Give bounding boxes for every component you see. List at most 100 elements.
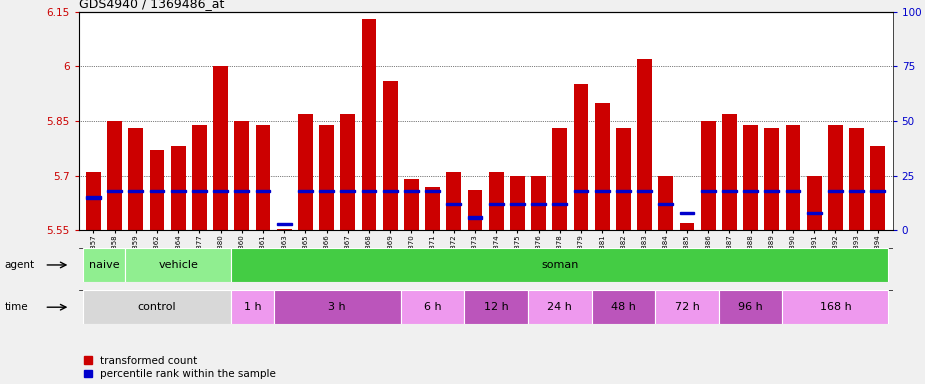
Bar <box>192 125 207 230</box>
Bar <box>426 190 440 192</box>
Bar <box>277 222 291 225</box>
Bar <box>659 176 673 230</box>
Bar <box>231 248 888 282</box>
Bar <box>488 203 503 205</box>
Bar <box>129 190 143 192</box>
Bar <box>574 190 588 192</box>
Bar <box>849 128 864 230</box>
Bar <box>319 125 334 230</box>
Text: 1 h: 1 h <box>243 302 261 312</box>
Bar <box>722 190 737 192</box>
Bar <box>595 103 610 230</box>
Bar <box>592 290 655 324</box>
Bar <box>468 216 483 218</box>
Bar <box>828 125 843 230</box>
Bar <box>655 290 719 324</box>
Bar <box>255 190 270 192</box>
Text: time: time <box>5 302 29 312</box>
Bar <box>214 190 228 192</box>
Bar <box>849 190 864 192</box>
Bar <box>468 190 483 230</box>
Text: GDS4940 / 1369486_at: GDS4940 / 1369486_at <box>79 0 224 10</box>
Text: 168 h: 168 h <box>820 302 851 312</box>
Bar <box>870 147 885 230</box>
Bar <box>828 190 843 192</box>
Bar <box>616 190 631 192</box>
Text: naive: naive <box>89 260 119 270</box>
Text: 6 h: 6 h <box>424 302 441 312</box>
Bar <box>362 19 376 230</box>
Text: 96 h: 96 h <box>738 302 763 312</box>
Text: control: control <box>138 302 177 312</box>
Bar <box>870 190 885 192</box>
Bar <box>637 190 652 192</box>
Bar <box>404 179 419 230</box>
Bar <box>510 203 524 205</box>
Bar <box>447 172 462 230</box>
Text: 72 h: 72 h <box>674 302 699 312</box>
Bar <box>150 190 165 192</box>
Bar <box>319 190 334 192</box>
Bar <box>574 84 588 230</box>
Bar <box>528 290 592 324</box>
Bar <box>743 190 758 192</box>
Bar <box>719 290 783 324</box>
Bar <box>401 290 464 324</box>
Bar <box>488 172 503 230</box>
Bar <box>464 290 528 324</box>
Bar <box>680 212 695 214</box>
Bar <box>171 147 186 230</box>
Bar <box>637 59 652 230</box>
Bar <box>171 190 186 192</box>
Bar <box>743 125 758 230</box>
Bar <box>510 176 524 230</box>
Bar <box>255 125 270 230</box>
Bar <box>298 114 313 230</box>
Bar <box>785 125 800 230</box>
Text: 12 h: 12 h <box>484 302 509 312</box>
Bar <box>383 190 398 192</box>
Bar <box>86 172 101 230</box>
Bar <box>404 190 419 192</box>
Bar <box>129 128 143 230</box>
Bar <box>680 223 695 230</box>
Bar <box>701 190 716 192</box>
Bar <box>383 81 398 230</box>
Bar <box>83 248 125 282</box>
Bar <box>426 187 440 230</box>
Legend: transformed count, percentile rank within the sample: transformed count, percentile rank withi… <box>84 356 277 379</box>
Text: soman: soman <box>541 260 578 270</box>
Bar <box>552 128 567 230</box>
Bar <box>298 190 313 192</box>
Text: vehicle: vehicle <box>158 260 198 270</box>
Bar <box>447 203 462 205</box>
Bar <box>86 196 101 199</box>
Bar <box>83 290 231 324</box>
Text: 24 h: 24 h <box>548 302 573 312</box>
Bar <box>277 228 291 230</box>
Bar <box>531 176 546 230</box>
Bar <box>807 176 821 230</box>
Bar <box>340 190 355 192</box>
Bar <box>807 212 821 214</box>
Bar <box>701 121 716 230</box>
Bar <box>214 66 228 230</box>
Bar <box>722 114 737 230</box>
Text: agent: agent <box>5 260 35 270</box>
Bar <box>659 203 673 205</box>
Bar <box>231 290 274 324</box>
Bar <box>616 128 631 230</box>
Text: 3 h: 3 h <box>328 302 346 312</box>
Bar <box>552 203 567 205</box>
Bar <box>150 150 165 230</box>
Bar <box>192 190 207 192</box>
Bar <box>531 203 546 205</box>
Bar <box>107 190 122 192</box>
Bar <box>595 190 610 192</box>
Bar <box>125 248 231 282</box>
Bar <box>362 190 376 192</box>
Bar <box>764 128 779 230</box>
Bar <box>234 190 249 192</box>
Bar <box>785 190 800 192</box>
Bar <box>764 190 779 192</box>
